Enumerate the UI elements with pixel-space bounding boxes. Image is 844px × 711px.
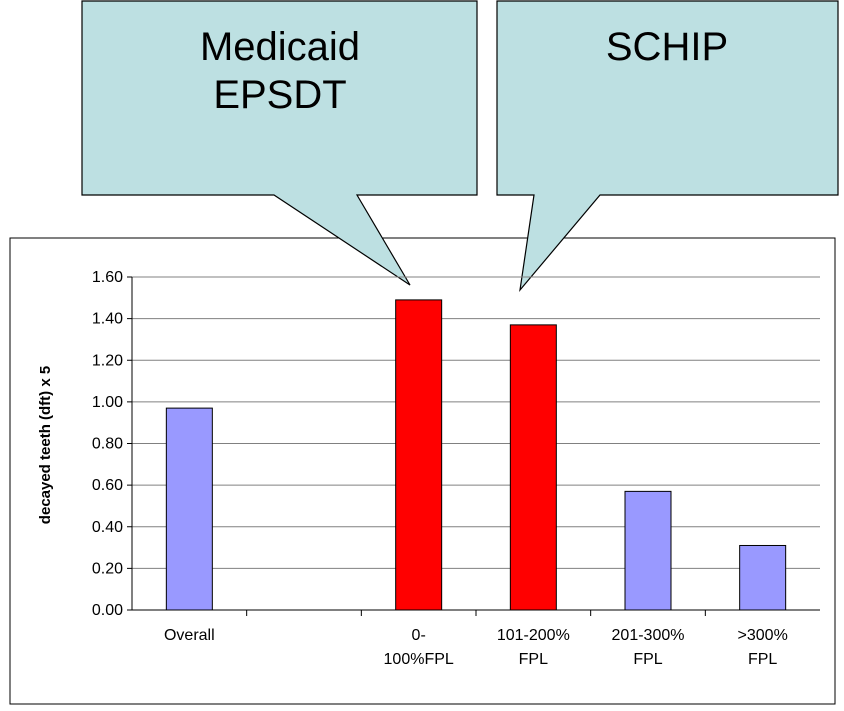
bar [395,299,443,611]
annotation: SCHIP [606,25,728,69]
y-tick-label: 1.20 [92,352,123,369]
x-tick-label: >300% FPL [738,627,788,668]
y-tick-label: 1.40 [92,311,123,328]
x-tick-label: Overall [164,627,215,644]
y-tick-label: 0.80 [92,436,123,453]
x-tick-label: 101-200% FPL [497,627,570,668]
y-tick-label: 0.00 [92,602,123,619]
bar [509,324,557,611]
bar [624,490,672,611]
callout [496,0,839,293]
y-tick-label: 1.00 [92,394,123,411]
bar [739,544,787,611]
y-tick-label: 0.40 [92,519,123,536]
bar [165,407,213,611]
y-tick-label: 1.60 [92,269,123,286]
y-tick-label: 0.20 [92,560,123,577]
y-axis-label: decayed teeth (dft) x 5 [37,366,54,524]
annotation: Medicaid EPSDT [200,25,360,117]
callout [81,0,478,286]
x-tick-label: 0-100%FPL [384,627,454,668]
x-tick-label: 201-300% FPL [612,627,685,668]
y-tick-label: 0.60 [92,477,123,494]
